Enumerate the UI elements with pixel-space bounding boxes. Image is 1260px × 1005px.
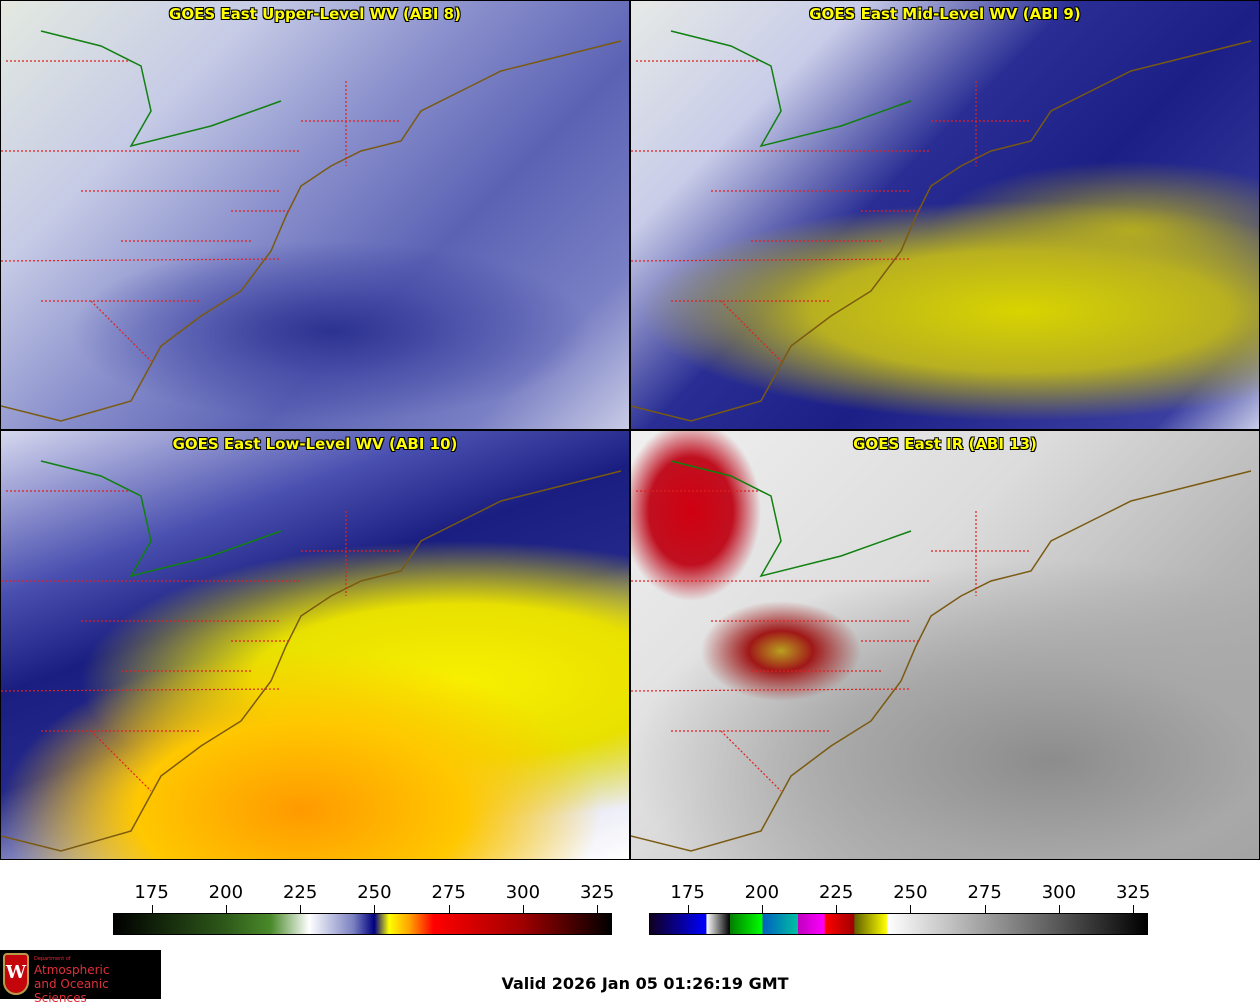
aos-logo: W Department of Atmospheric and Oceanic … [0, 950, 161, 1005]
state-borders [631, 60, 1031, 362]
state-borders [1, 60, 401, 362]
coastline [631, 470, 1252, 852]
colorbar-tick [151, 905, 153, 913]
colorbar-tick-label: 175 [670, 882, 705, 903]
panel-title: GOES East Upper-Level WV (ABI 8) [169, 5, 461, 23]
colorbar-tick [448, 905, 450, 913]
panel-ir: GOES East IR (ABI 13) [630, 430, 1260, 860]
state-borders [631, 490, 1031, 792]
colorbar-tick-label: 225 [818, 882, 854, 903]
colorbar-tick [597, 905, 599, 913]
colorbar-tick [761, 905, 763, 913]
colorbar-tick-label: 300 [1041, 882, 1077, 903]
panel-title: GOES East Mid-Level WV (ABI 9) [809, 5, 1081, 23]
colorbar-tick-label: 250 [893, 882, 928, 903]
colorbar-tick [687, 905, 689, 913]
panel-title: GOES East IR (ABI 13) [853, 435, 1037, 453]
colorbar-tick-label: 325 [1115, 882, 1151, 903]
colorbar-ir [649, 913, 1148, 935]
valid-time: Valid 2026 Jan 05 01:26:19 GMT [501, 974, 789, 993]
colorbar-tick-label: 275 [431, 882, 466, 903]
colorbar-tick [1058, 905, 1060, 913]
lake-border [670, 460, 912, 578]
panel-low-level-wv: GOES East Low-Level WV (ABI 10) [0, 430, 630, 860]
coastline [1, 470, 622, 852]
coastline [1, 40, 622, 422]
lake-border [40, 460, 282, 578]
logo-line2: Atmospheric [34, 963, 110, 977]
map-overlay [1, 30, 622, 422]
colorbar-tick-label: 225 [282, 882, 318, 903]
colorbar-tick-label: 200 [208, 882, 244, 903]
lake-border [40, 30, 282, 148]
uw-crest-icon: W [3, 953, 29, 995]
colorbar-tick-label: 175 [134, 882, 169, 903]
colorbar-tick [374, 905, 376, 913]
colorbar-tick [300, 905, 302, 913]
coastline [631, 40, 1252, 422]
colorbar-tick [984, 905, 986, 913]
colorbar-tick-label: 325 [579, 882, 615, 903]
colorbar-tick [910, 905, 912, 913]
state-borders [1, 490, 401, 792]
panel-mid-level-wv: GOES East Mid-Level WV (ABI 9) [630, 0, 1260, 430]
panel-title: GOES East Low-Level WV (ABI 10) [172, 435, 458, 453]
colorbar-tick-label: 200 [744, 882, 780, 903]
colorbar-tick-label: 275 [967, 882, 1002, 903]
colorbar-tick [836, 905, 838, 913]
map-overlay [631, 30, 1252, 422]
colorbar-tick [225, 905, 227, 913]
logo-line1: Department of [34, 956, 71, 962]
lake-border [670, 30, 912, 148]
map-overlay [631, 460, 1252, 852]
colorbar-tick-label: 250 [357, 882, 392, 903]
colorbar-tick [522, 905, 524, 913]
colorbar-tick [1133, 905, 1135, 913]
colorbar-wv [113, 913, 612, 935]
panel-upper-level-wv: GOES East Upper-Level WV (ABI 8) [0, 0, 630, 430]
colorbar-tick-label: 300 [505, 882, 541, 903]
map-overlay [1, 460, 622, 852]
